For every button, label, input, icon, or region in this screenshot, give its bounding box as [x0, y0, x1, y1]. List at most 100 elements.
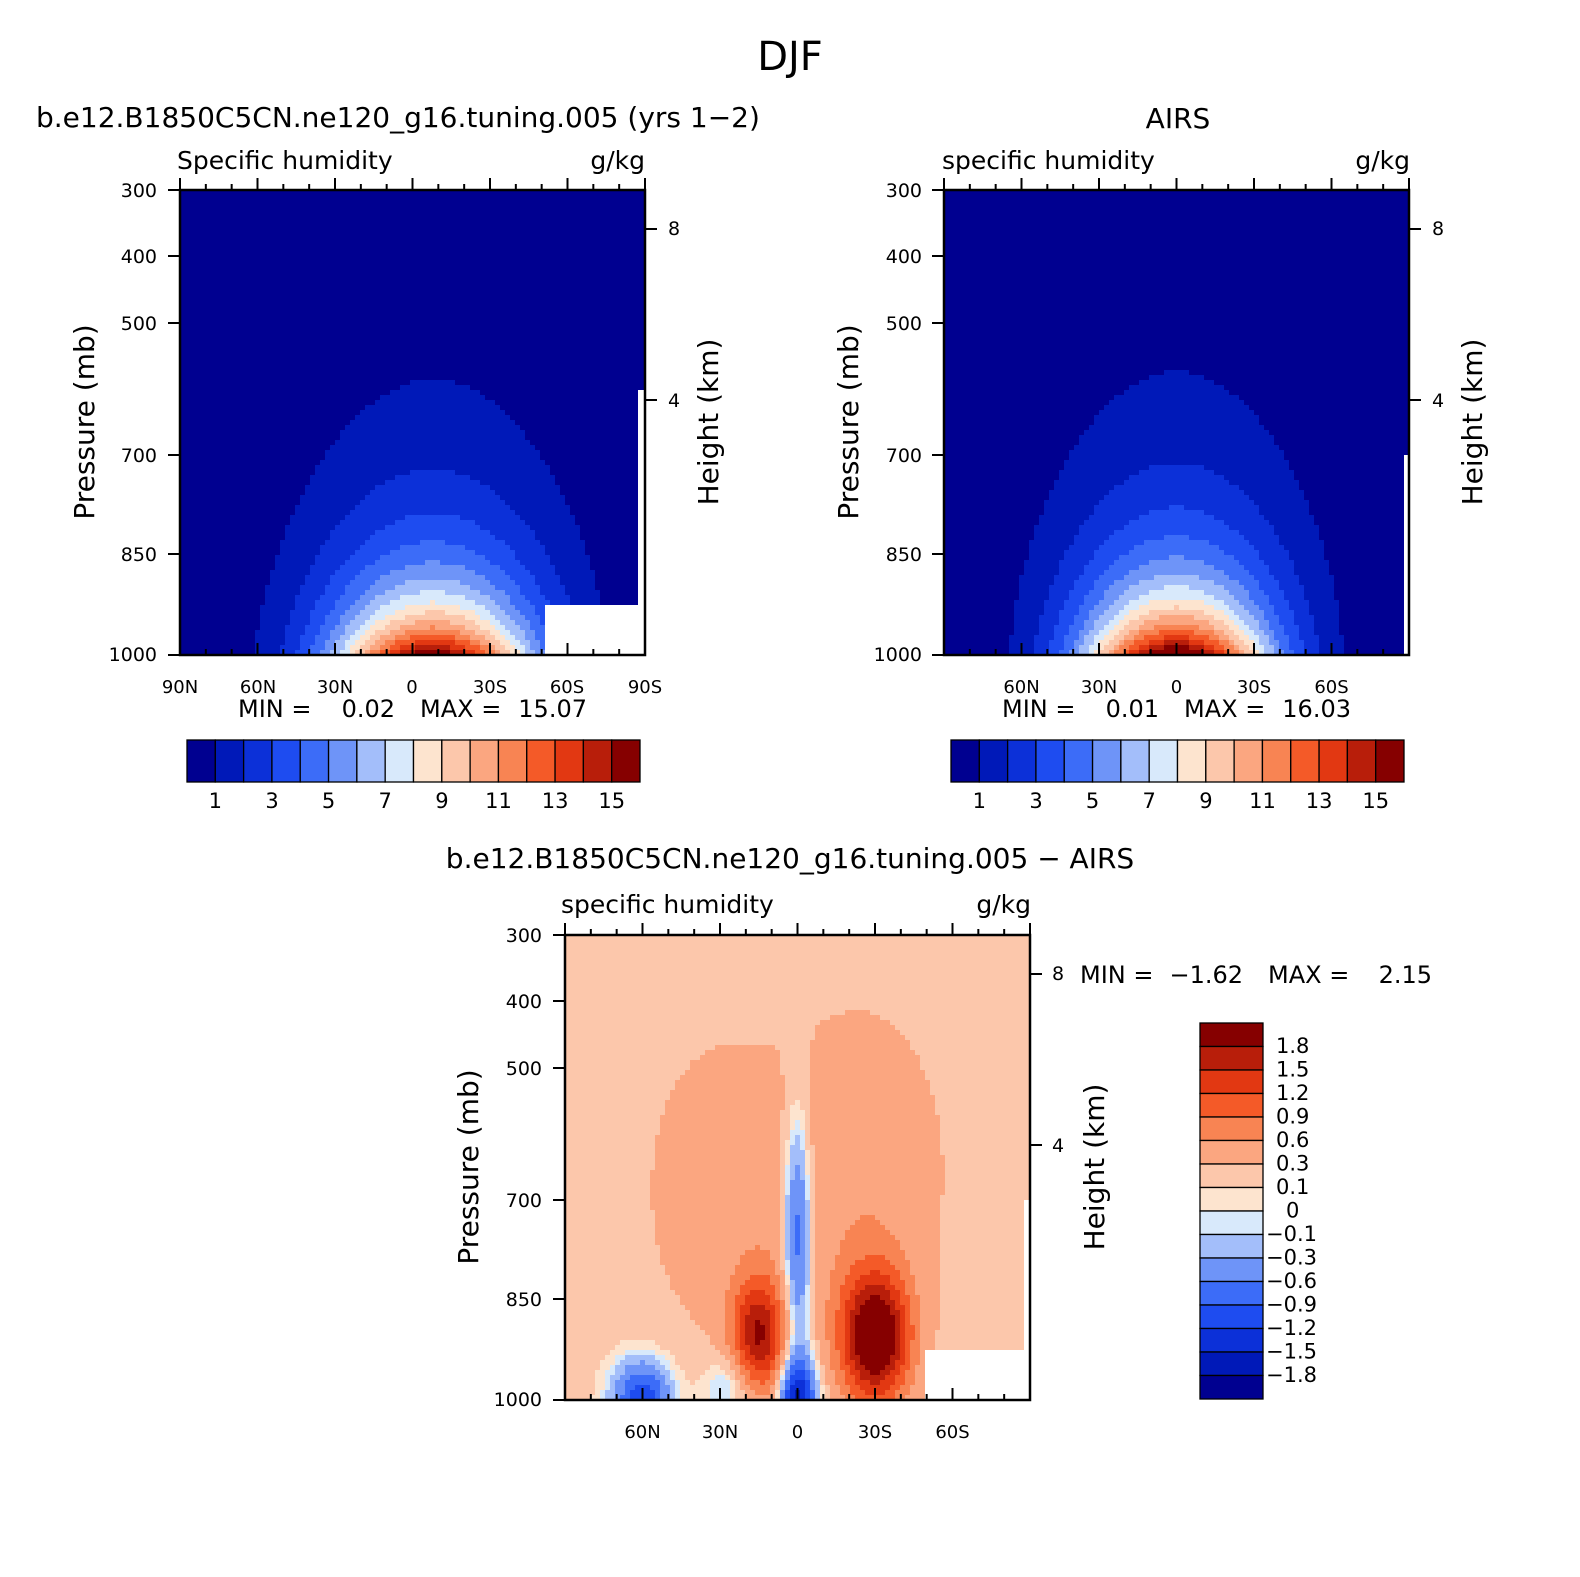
- contour-cell: [605, 425, 611, 431]
- contour-cell: [430, 360, 436, 366]
- contour-cell: [630, 300, 636, 306]
- contour-cell: [440, 315, 446, 321]
- contour-cell: [340, 190, 346, 196]
- contour-cell: [420, 310, 426, 316]
- contour-cell: [405, 390, 411, 396]
- contour-cell: [610, 280, 616, 286]
- contour-cell: [380, 275, 386, 281]
- contour-cell: [580, 380, 586, 386]
- contour-cell: [590, 350, 596, 356]
- contour-cell: [320, 325, 326, 331]
- contour-cell: [300, 250, 306, 256]
- contour-cell: [375, 415, 381, 421]
- contour-cell: [460, 405, 466, 411]
- contour-cell: [270, 290, 276, 296]
- contour-cell: [270, 275, 276, 281]
- contour-cell: [575, 320, 581, 326]
- contour-cell: [470, 415, 476, 421]
- contour-cell: [460, 255, 466, 261]
- contour-cell: [235, 265, 241, 271]
- contour-cell: [460, 325, 466, 331]
- contour-cell: [180, 345, 186, 351]
- contour-cell: [350, 430, 356, 436]
- contour-cell: [455, 440, 461, 446]
- contour-cell: [405, 350, 411, 356]
- contour-cell: [370, 190, 376, 196]
- contour-cell: [405, 380, 411, 386]
- contour-cell: [625, 325, 631, 331]
- contour-cell: [415, 400, 421, 406]
- contour-cell: [240, 435, 246, 441]
- contour-cell: [620, 325, 626, 331]
- contour-cell: [230, 325, 236, 331]
- contour-cell: [215, 195, 221, 201]
- contour-cell: [435, 260, 441, 266]
- contour-cell: [240, 190, 246, 196]
- contour-cell: [340, 235, 346, 241]
- contour-cell: [575, 285, 581, 291]
- contour-cell: [410, 260, 416, 266]
- contour-cell: [355, 265, 361, 271]
- contour-cell: [430, 300, 436, 306]
- contour-cell: [575, 275, 581, 281]
- contour-cell: [555, 315, 561, 321]
- contour-cell: [225, 325, 231, 331]
- contour-cell: [380, 455, 386, 461]
- contour-cell: [495, 210, 501, 216]
- contour-cell: [520, 335, 526, 341]
- contour-cell: [325, 420, 331, 426]
- contour-cell: [465, 255, 471, 261]
- contour-cell: [280, 235, 286, 241]
- contour-cell: [180, 290, 186, 296]
- contour-cell: [540, 430, 546, 436]
- contour-cell: [270, 335, 276, 341]
- contour-cell: [445, 380, 451, 386]
- contour-cell: [375, 245, 381, 251]
- contour-cell: [560, 395, 566, 401]
- contour-cell: [205, 425, 211, 431]
- contour-cell: [180, 435, 186, 441]
- contour-cell: [190, 240, 196, 246]
- contour-cell: [210, 275, 216, 281]
- contour-cell: [430, 400, 436, 406]
- contour-cell: [500, 230, 506, 236]
- contour-cell: [580, 410, 586, 416]
- contour-cell: [240, 310, 246, 316]
- contour-cell: [535, 360, 541, 366]
- contour-cell: [280, 360, 286, 366]
- contour-cell: [610, 435, 616, 441]
- contour-cell: [265, 445, 271, 451]
- contour-cell: [610, 315, 616, 321]
- contour-cell: [495, 260, 501, 266]
- contour-cell: [440, 425, 446, 431]
- contour-cell: [465, 415, 471, 421]
- contour-cell: [210, 370, 216, 376]
- contour-cell: [305, 430, 311, 436]
- contour-cell: [320, 440, 326, 446]
- contour-cell: [560, 365, 566, 371]
- contour-cell: [285, 290, 291, 296]
- contour-cell: [365, 330, 371, 336]
- contour-cell: [310, 370, 316, 376]
- contour-cell: [420, 285, 426, 291]
- contour-cell: [190, 190, 196, 196]
- contour-cell: [505, 435, 511, 441]
- contour-cell: [505, 390, 511, 396]
- contour-cell: [435, 305, 441, 311]
- contour-cell: [480, 220, 486, 226]
- contour-cell: [595, 315, 601, 321]
- contour-cell: [220, 250, 226, 256]
- contour-cell: [275, 220, 281, 226]
- contour-cell: [335, 200, 341, 206]
- contour-cell: [490, 340, 496, 346]
- contour-cell: [580, 195, 586, 201]
- contour-cell: [260, 265, 266, 271]
- contour-cell: [525, 200, 531, 206]
- contour-cell: [420, 355, 426, 361]
- contour-cell: [255, 205, 261, 211]
- contour-cell: [310, 310, 316, 316]
- contour-cell: [535, 385, 541, 391]
- contour-cell: [270, 210, 276, 216]
- contour-cell: [595, 225, 601, 231]
- contour-cell: [555, 310, 561, 316]
